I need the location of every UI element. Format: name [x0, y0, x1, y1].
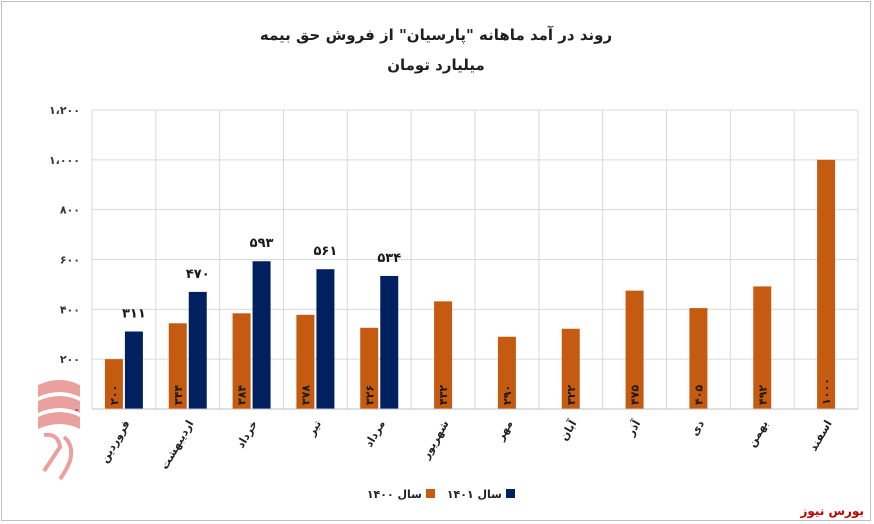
data-label-1401: ۴۷۰: [186, 267, 210, 282]
bar-1401: [252, 261, 271, 409]
y-tick-label: ۸۰۰: [60, 204, 80, 217]
data-label-1400: ۲۰۰: [108, 385, 121, 405]
y-tick-label: ۱،۰۰۰: [49, 154, 80, 167]
data-label-1400: ۳۴۴: [172, 385, 185, 405]
x-category-label: دی: [688, 418, 707, 438]
data-label-1401: ۵۶۱: [314, 244, 338, 259]
bar-1400: [753, 286, 772, 409]
data-label-1400: ۴۰۵: [692, 385, 705, 405]
y-tick-label: ۱،۲۰۰: [49, 104, 80, 117]
watermark-logo-icon: [38, 380, 80, 481]
x-category-label: آبان: [557, 417, 580, 443]
y-tick-label: ۶۰۰: [60, 254, 80, 267]
bar-1401: [188, 291, 207, 409]
data-label-1400: ۳۸۴: [236, 385, 249, 405]
bar-1400: [561, 328, 580, 409]
bar-1400: [689, 308, 708, 409]
source-label: بورس نیوز: [800, 504, 864, 518]
data-label-1400: ۴۳۲: [437, 385, 450, 405]
bar-1401: [380, 275, 399, 409]
bar-1401: [316, 269, 335, 409]
bar-1400: [360, 327, 379, 409]
x-category-label: مهر: [493, 418, 515, 443]
x-category-label: آذر: [623, 417, 644, 439]
x-category-label: مرداد: [362, 418, 388, 449]
x-category-label: بهمن: [745, 418, 771, 449]
legend: سال ۱۴۰۱ سال ۱۴۰۰: [367, 488, 515, 501]
data-label-1400: ۲۹۰: [501, 385, 514, 405]
bar-1400: [232, 313, 251, 409]
bar-1400: [296, 314, 315, 409]
legend-label: سال ۱۴۰۰: [367, 488, 422, 501]
bar-1400: [817, 159, 836, 409]
data-label-1401: ۵۳۴: [377, 251, 401, 266]
bar-1401: [124, 331, 143, 409]
x-category-label: شهریور: [419, 418, 452, 462]
bar-1400: [497, 336, 516, 409]
data-label-1400: ۳۲۲: [565, 385, 578, 405]
bar-1400: [625, 290, 644, 409]
x-category-label: اسفند: [807, 418, 835, 453]
legend-label: سال ۱۴۰۱: [447, 488, 502, 501]
data-label-1400: ۱۰۰۰: [820, 378, 833, 405]
data-label-1400: ۴۹۲: [756, 385, 769, 405]
chart-title: روند در آمد ماهانه "پارسیان" از فروش حق …: [260, 26, 612, 45]
x-category-label: فروردین: [98, 418, 133, 465]
data-label-1401: ۵۹۳: [250, 236, 274, 251]
grid-lines: [91, 109, 859, 410]
y-tick-label: ۴۰۰: [60, 303, 80, 316]
x-category-label: اردیبهشت: [158, 418, 196, 472]
chart-subtitle: میلیارد تومان: [387, 56, 485, 74]
data-label-1400: ۳۲۶: [363, 385, 376, 405]
y-tick-label: ۲۰۰: [60, 353, 80, 366]
data-label-1401: ۳۱۱: [122, 307, 146, 322]
x-category-label: خرداد: [234, 418, 260, 450]
bar-1400: [434, 301, 453, 409]
data-label-1400: ۴۷۵: [629, 385, 642, 405]
x-category-label: تیر: [305, 418, 324, 439]
bar-1400: [104, 359, 123, 409]
bars: ۲۰۰ ۳۱۱ ۳۴۴ ۴۷۰ ۳۸۴ ۵۹۳ ۳۷۸ ۵۶۱ ۳۲۶ ۵۳۴ ۴۳۲ ۲۹۰ ۳۲۲ ۴…: [104, 159, 836, 409]
x-axis: فروردین اردیبهشت خرداد تیر مرداد شهریور مهر آبا…: [92, 408, 858, 472]
legend-swatch: [506, 489, 515, 498]
data-label-1400: ۳۷۸: [299, 385, 312, 405]
legend-swatch: [426, 489, 435, 498]
bar-1400: [168, 323, 187, 409]
